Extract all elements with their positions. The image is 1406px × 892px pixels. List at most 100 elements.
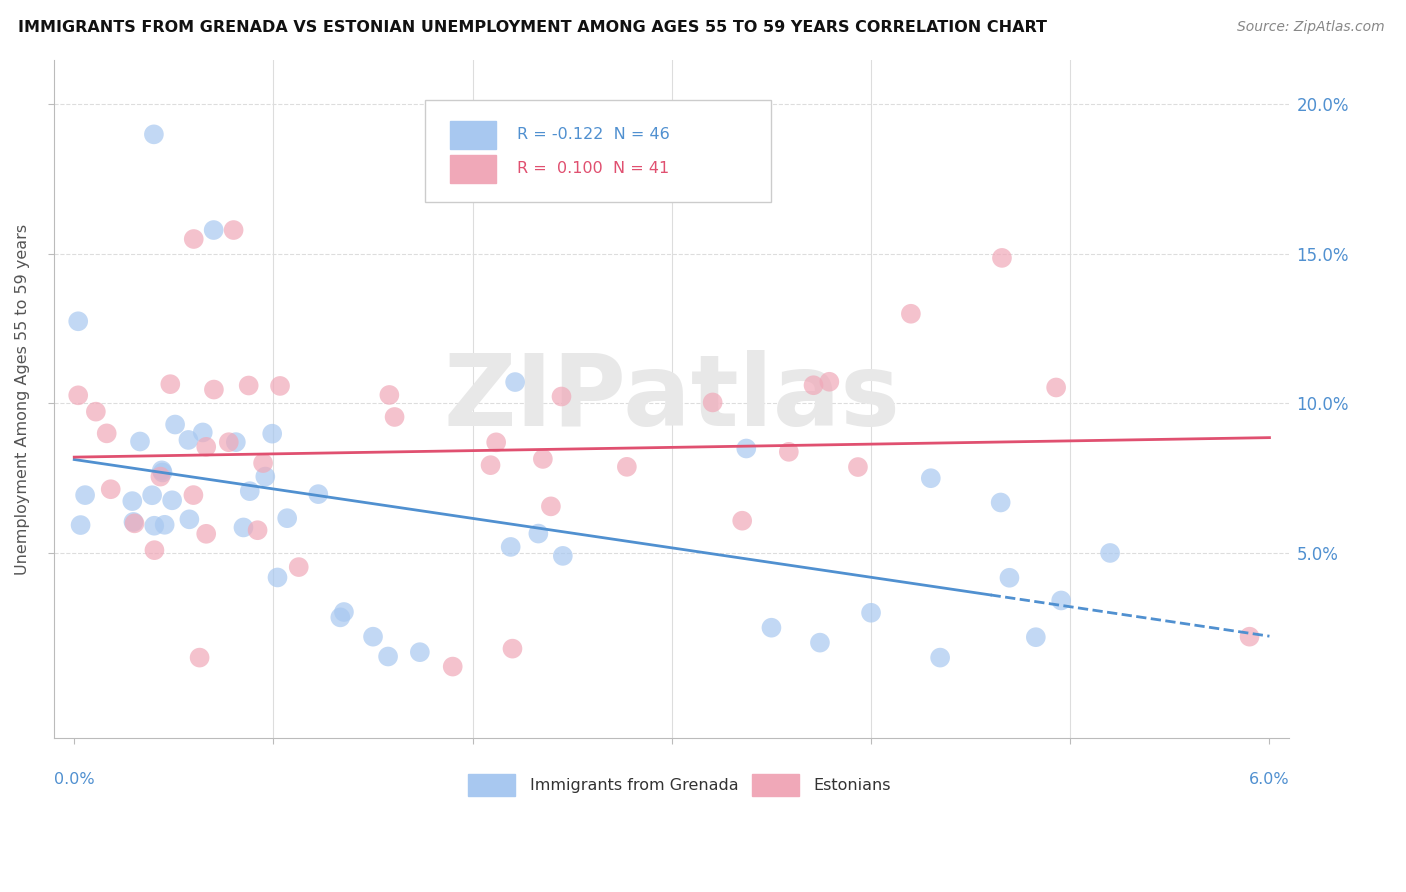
Point bbox=[183, 488, 205, 502]
Point bbox=[67, 314, 90, 328]
Point bbox=[141, 488, 163, 502]
Point bbox=[149, 469, 172, 483]
Point bbox=[159, 377, 181, 392]
FancyBboxPatch shape bbox=[450, 120, 496, 149]
Point bbox=[377, 649, 399, 664]
Point bbox=[616, 459, 638, 474]
Point bbox=[990, 495, 1012, 509]
Point bbox=[1045, 380, 1067, 394]
Point bbox=[329, 610, 352, 624]
Point bbox=[191, 425, 214, 440]
Point bbox=[142, 128, 165, 142]
Text: ZIPatlas: ZIPatlas bbox=[443, 351, 900, 448]
Point bbox=[188, 650, 211, 665]
Point bbox=[540, 500, 562, 514]
Point bbox=[384, 409, 406, 424]
Y-axis label: Unemployment Among Ages 55 to 59 years: Unemployment Among Ages 55 to 59 years bbox=[15, 223, 30, 574]
Point bbox=[761, 621, 783, 635]
Point bbox=[202, 223, 225, 237]
Point bbox=[1025, 630, 1047, 644]
Point bbox=[152, 466, 174, 480]
Point bbox=[222, 223, 245, 237]
Point bbox=[195, 526, 218, 541]
Point bbox=[96, 426, 118, 441]
Point bbox=[485, 435, 508, 450]
Text: Immigrants from Grenada: Immigrants from Grenada bbox=[530, 778, 738, 793]
Point bbox=[846, 460, 869, 475]
Point bbox=[1050, 593, 1073, 607]
Point bbox=[479, 458, 502, 472]
Point bbox=[929, 650, 952, 665]
Point bbox=[238, 378, 260, 392]
Text: R = -0.122  N = 46: R = -0.122 N = 46 bbox=[517, 128, 671, 143]
Text: 0.0%: 0.0% bbox=[55, 772, 96, 788]
Point bbox=[499, 540, 522, 554]
Point bbox=[551, 549, 574, 563]
Point bbox=[262, 426, 284, 441]
Point bbox=[361, 630, 384, 644]
Point bbox=[160, 493, 183, 508]
Point bbox=[702, 395, 724, 409]
Point bbox=[900, 307, 922, 321]
FancyBboxPatch shape bbox=[468, 774, 515, 796]
Point bbox=[307, 487, 329, 501]
Point bbox=[531, 452, 554, 467]
Point bbox=[122, 515, 145, 529]
Point bbox=[225, 435, 247, 450]
Point bbox=[183, 232, 205, 246]
FancyBboxPatch shape bbox=[450, 154, 496, 183]
Point bbox=[333, 605, 356, 619]
Point bbox=[202, 383, 225, 397]
Point bbox=[218, 435, 240, 450]
Point bbox=[441, 659, 464, 673]
Point bbox=[254, 469, 277, 483]
Point bbox=[100, 482, 122, 496]
Point bbox=[503, 375, 526, 389]
Point bbox=[527, 526, 550, 541]
FancyBboxPatch shape bbox=[752, 774, 799, 796]
Point bbox=[179, 512, 201, 526]
Text: 6.0%: 6.0% bbox=[1249, 772, 1289, 788]
Point bbox=[269, 379, 291, 393]
Point bbox=[165, 417, 187, 432]
Point bbox=[75, 488, 97, 502]
Text: Source: ZipAtlas.com: Source: ZipAtlas.com bbox=[1237, 20, 1385, 34]
Point bbox=[778, 445, 800, 459]
Point bbox=[69, 518, 91, 533]
Point bbox=[818, 375, 841, 389]
Point bbox=[735, 442, 758, 456]
Point bbox=[129, 434, 152, 449]
Point bbox=[998, 571, 1021, 585]
FancyBboxPatch shape bbox=[425, 100, 770, 202]
Point bbox=[808, 635, 831, 649]
Point bbox=[550, 390, 572, 404]
Point bbox=[252, 456, 274, 470]
Point bbox=[803, 378, 825, 392]
Point bbox=[143, 543, 166, 558]
Point bbox=[84, 404, 107, 418]
Text: Estonians: Estonians bbox=[814, 778, 891, 793]
Point bbox=[287, 560, 309, 574]
Point bbox=[1239, 630, 1261, 644]
Text: R =  0.100  N = 41: R = 0.100 N = 41 bbox=[517, 161, 669, 177]
Text: IMMIGRANTS FROM GRENADA VS ESTONIAN UNEMPLOYMENT AMONG AGES 55 TO 59 YEARS CORRE: IMMIGRANTS FROM GRENADA VS ESTONIAN UNEM… bbox=[18, 20, 1047, 35]
Point bbox=[177, 433, 200, 447]
Point bbox=[860, 606, 883, 620]
Point bbox=[731, 514, 754, 528]
Point bbox=[143, 518, 166, 533]
Point bbox=[150, 463, 173, 477]
Point bbox=[246, 523, 269, 537]
Point bbox=[121, 494, 143, 508]
Point bbox=[991, 251, 1014, 265]
Point bbox=[378, 388, 401, 402]
Point bbox=[195, 440, 218, 454]
Point bbox=[67, 388, 90, 402]
Point bbox=[232, 520, 254, 534]
Point bbox=[239, 484, 262, 499]
Point bbox=[920, 471, 942, 485]
Point bbox=[276, 511, 298, 525]
Point bbox=[501, 641, 523, 656]
Point bbox=[409, 645, 432, 659]
Point bbox=[266, 570, 288, 584]
Point bbox=[1099, 546, 1122, 560]
